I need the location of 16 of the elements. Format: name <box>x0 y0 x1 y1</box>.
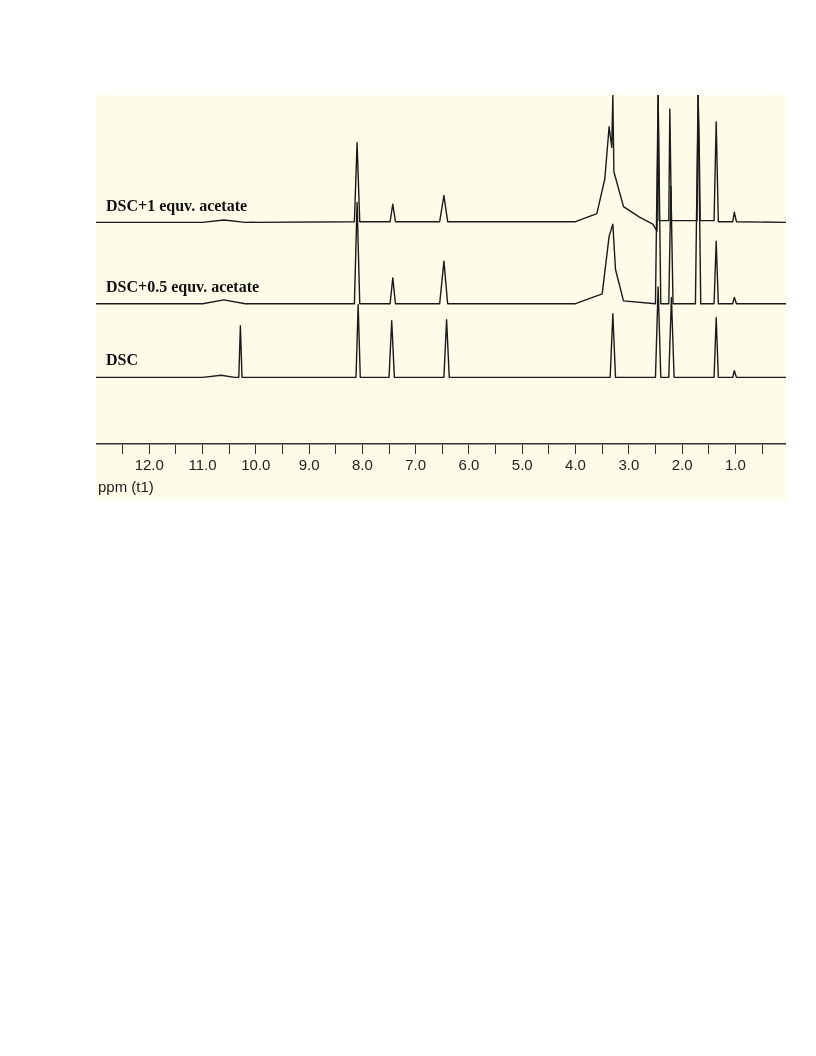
x-tick-label: 5.0 <box>511 456 533 474</box>
x-tick-label: 10.0 <box>241 456 271 474</box>
series-label: DSC+1 equv. acetate <box>106 196 248 215</box>
x-tick-label: 11.0 <box>188 456 217 474</box>
series-label: DSC <box>106 351 139 369</box>
x-tick-label: 4.0 <box>565 456 586 474</box>
x-tick-label: 8.0 <box>351 456 373 474</box>
series-label: DSC+0.5 equv. acetate <box>106 277 260 296</box>
x-axis-title: ppm (t1) <box>98 477 154 495</box>
x-tick-label: 3.0 <box>618 456 640 474</box>
x-tick-label: 2.0 <box>671 456 693 474</box>
x-tick-label: 12.0 <box>134 456 164 474</box>
x-tick-label: 9.0 <box>298 456 320 474</box>
x-tick-label: 1.0 <box>724 456 746 474</box>
x-tick-label: 6.0 <box>458 456 480 474</box>
x-tick-label: 7.0 <box>405 456 427 474</box>
